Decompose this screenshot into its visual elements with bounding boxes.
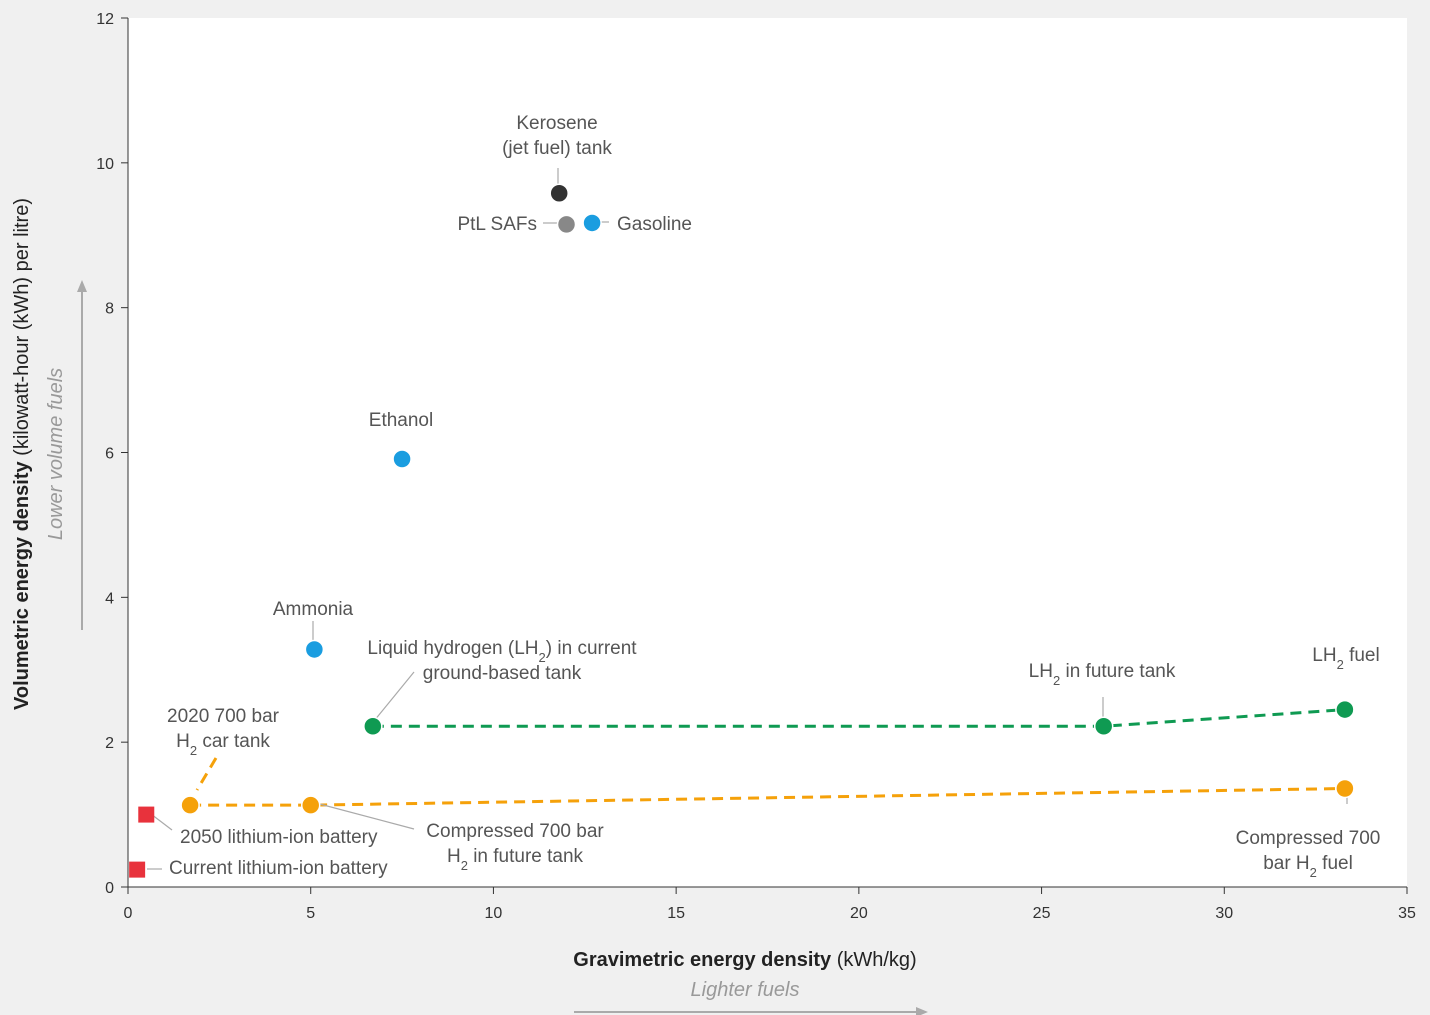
y-tick-label: 12 — [96, 11, 114, 28]
text-run: Compressed 700 — [1236, 828, 1381, 849]
text-run: Kerosene — [516, 113, 597, 134]
x-hint-arrowhead — [916, 1007, 928, 1015]
text-run: Ethanol — [369, 410, 433, 431]
x-axis-label: Gravimetric energy density (kWh/kg) — [573, 949, 916, 971]
text-run: Liquid hydrogen (LH — [367, 638, 538, 659]
x-tick-label: 25 — [1033, 905, 1051, 922]
subscript: 2 — [1053, 673, 1060, 688]
2050-lithium-ion-battery-label: 2050 lithium-ion battery — [180, 827, 378, 848]
text-run: 2050 lithium-ion battery — [180, 827, 378, 848]
text-run: H — [447, 846, 461, 867]
ammonia-label: Ammonia — [273, 599, 354, 620]
lh2-in-future-tank-label: LH2 in future tank — [1029, 661, 1176, 688]
2020-700-bar-h2-car-tank-label: H2 car tank — [176, 731, 270, 758]
text-run: Current lithium-ion battery — [169, 858, 388, 879]
x-tick-label: 5 — [306, 905, 315, 922]
text-run: ground-based tank — [423, 663, 582, 684]
y-hint-arrowhead — [77, 280, 87, 292]
subscript: 2 — [461, 858, 468, 873]
2050-lithium-ion-battery-marker — [138, 806, 155, 823]
text-run: LH — [1029, 661, 1053, 682]
y-axis-label-unit: (kilowatt-hour (kWh) per litre) — [11, 198, 33, 461]
x-tick-label: 20 — [850, 905, 868, 922]
point-labels: Liquid hydrogen (LH2) in currentground-b… — [167, 113, 1380, 880]
text-run: LH — [1312, 645, 1336, 666]
compressed-700-bar-h2-in-future-tank-point — [300, 795, 321, 815]
text-run: fuel — [1317, 853, 1353, 874]
y-tick-label: 2 — [105, 735, 114, 752]
subscript: 2 — [1310, 865, 1317, 880]
x-tick-label: 0 — [124, 905, 133, 922]
ethanol-label: Ethanol — [369, 410, 433, 431]
current-lithium-ion-battery-marker — [129, 861, 146, 878]
y-axis-label-bold: Volumetric energy density — [11, 461, 33, 710]
lh2-fuel-point — [1335, 699, 1355, 720]
y-tick-label: 6 — [105, 446, 114, 463]
compressed-700-bar-h2-fuel-label: bar H2 fuel — [1263, 853, 1353, 880]
liquid-hydrogen-lh2-in-current-ground-based-tank-leader — [373, 671, 415, 722]
2020-700-bar-h2-car-tank-point — [180, 795, 200, 815]
x-hint-label: Lighter fuels — [691, 979, 800, 1001]
ethanol-point — [392, 449, 412, 469]
x-axis-label-unit: (kWh/kg) — [831, 949, 917, 971]
current-lithium-ion-battery-label: Current lithium-ion battery — [169, 858, 388, 879]
text-run: Compressed 700 bar — [426, 821, 604, 842]
text-run: car tank — [197, 731, 270, 752]
2020-700-bar-h2-car-tank-label: 2020 700 bar — [167, 706, 280, 727]
gasoline-label: Gasoline — [617, 214, 692, 235]
subscript: 2 — [190, 743, 197, 758]
text-run: ) in current — [546, 638, 638, 659]
text-run: PtL SAFs — [457, 214, 537, 235]
ptl-safs-point — [556, 214, 577, 235]
kerosene-jet-fuel-tank-label: (jet fuel) tank — [502, 138, 612, 159]
compressed-700-bar-h2-fuel-label: Compressed 700 — [1236, 828, 1381, 849]
x-tick-label: 15 — [667, 905, 685, 922]
subscript: 2 — [1337, 657, 1344, 672]
data-points — [129, 183, 1355, 878]
x-tick-label: 30 — [1215, 905, 1233, 922]
text-run: fuel — [1344, 645, 1380, 666]
y-hint-label: Lower volume fuels — [45, 368, 67, 540]
compressed-700-bar-h2-fuel-point — [1335, 778, 1355, 799]
ptl-safs-label: PtL SAFs — [457, 214, 537, 235]
2020-car-tank-leader — [195, 757, 218, 791]
kerosene-jet-fuel-tank-label: Kerosene — [516, 113, 597, 134]
x-axis-label-bold: Gravimetric energy density — [573, 949, 832, 971]
x-tick-label: 10 — [485, 905, 503, 922]
x-tick-label: 35 — [1398, 905, 1416, 922]
text-run: 2020 700 bar — [167, 706, 280, 727]
liquid-hydrogen-lh2-in-current-ground-based-tank-point — [363, 716, 383, 736]
lh2-in-future-tank-point — [1093, 716, 1114, 736]
y-tick-label: 10 — [96, 156, 114, 173]
axes: 0 5 10 15 20 25 30 35 0 2 4 6 8 10 12 — [96, 11, 1416, 922]
compressed-700-bar-h2-in-future-tank-label: H2 in future tank — [447, 846, 584, 873]
lh2-fuel-label: LH2 fuel — [1312, 645, 1379, 672]
text-run: in future tank — [1060, 661, 1176, 682]
liquid-hydrogen-lh2-in-current-ground-based-tank-label: ground-based tank — [423, 663, 582, 684]
text-run: H — [176, 731, 190, 752]
subscript: 2 — [539, 650, 546, 665]
y-tick-label: 0 — [105, 880, 114, 897]
text-run: (jet fuel) tank — [502, 138, 612, 159]
text-run: in future tank — [468, 846, 584, 867]
gasoline-point — [582, 213, 602, 233]
plot-area — [128, 18, 1407, 887]
liquid-hydrogen-lh2-in-current-ground-based-tank-label: Liquid hydrogen (LH2) in current — [367, 638, 637, 665]
y-axis-label: Volumetric energy density (kilowatt-hour… — [11, 198, 33, 710]
text-run: bar H — [1263, 853, 1309, 874]
text-run: Ammonia — [273, 599, 354, 620]
compressed-700-bar-h2-in-future-tank-leader — [311, 801, 415, 830]
text-run: Gasoline — [617, 214, 692, 235]
y-tick-label: 8 — [105, 301, 114, 318]
ammonia-point — [304, 639, 325, 660]
y-tick-label: 4 — [105, 590, 114, 607]
kerosene-jet-fuel-tank-point — [549, 183, 569, 203]
compressed-hydrogen-line — [190, 787, 1345, 807]
compressed-700-bar-h2-in-future-tank-label: Compressed 700 bar — [426, 821, 604, 842]
